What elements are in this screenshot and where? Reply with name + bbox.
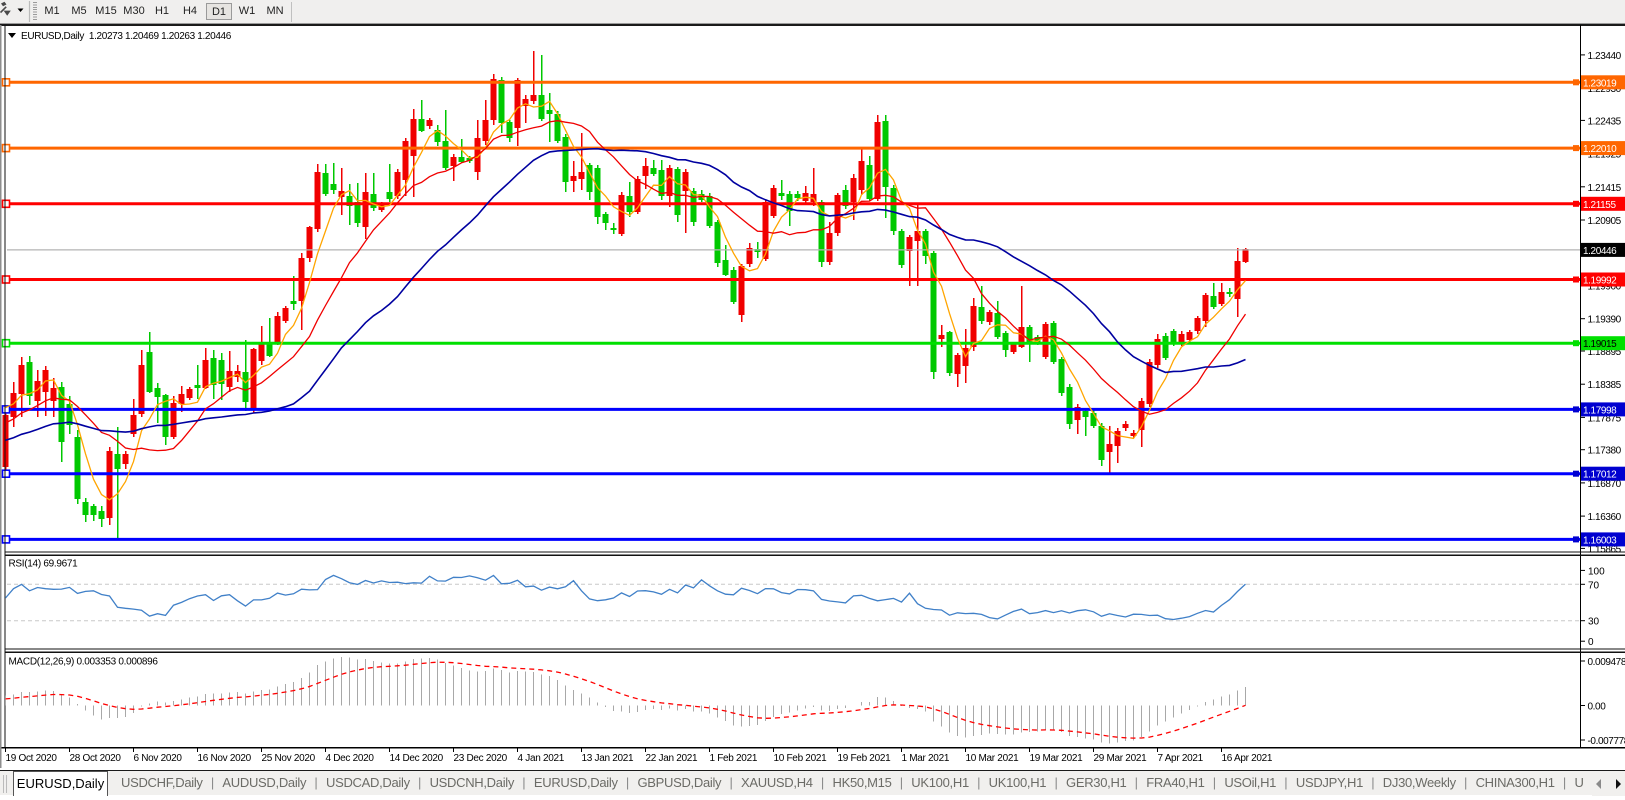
svg-text:23 Dec 2020: 23 Dec 2020 — [454, 753, 508, 764]
svg-text:16 Nov 2020: 16 Nov 2020 — [198, 753, 252, 764]
svg-text:16 Apr 2021: 16 Apr 2021 — [1222, 753, 1273, 764]
svg-text:1 Feb 2021: 1 Feb 2021 — [710, 753, 758, 764]
svg-text:1.18385: 1.18385 — [1588, 380, 1622, 391]
svg-text:19 Oct 2020: 19 Oct 2020 — [6, 753, 58, 764]
svg-text:25 Nov 2020: 25 Nov 2020 — [262, 753, 316, 764]
svg-text:1.19015: 1.19015 — [1583, 339, 1617, 350]
svg-text:1.16003: 1.16003 — [1583, 535, 1617, 546]
svg-text:1.22010: 1.22010 — [1583, 144, 1617, 155]
svg-text:1.20446: 1.20446 — [1583, 246, 1617, 257]
svg-text:1.23019: 1.23019 — [1583, 78, 1617, 89]
svg-text:1.16360: 1.16360 — [1588, 512, 1622, 523]
svg-text:29 Mar 2021: 29 Mar 2021 — [1094, 753, 1148, 764]
svg-text:10 Feb 2021: 10 Feb 2021 — [774, 753, 828, 764]
svg-text:1.17998: 1.17998 — [1583, 405, 1617, 416]
svg-text:1.21415: 1.21415 — [1588, 183, 1622, 194]
svg-text:1.23440: 1.23440 — [1588, 51, 1622, 62]
svg-text:100: 100 — [1588, 566, 1605, 577]
svg-text:1.20905: 1.20905 — [1588, 216, 1622, 227]
svg-text:0.00: 0.00 — [1588, 702, 1607, 713]
svg-text:MACD(12,26,9) 0.003353 0.00089: MACD(12,26,9) 0.003353 0.000896 — [9, 657, 159, 668]
svg-text:30: 30 — [1588, 617, 1600, 628]
svg-text:19 Mar 2021: 19 Mar 2021 — [1030, 753, 1084, 764]
svg-text:14 Dec 2020: 14 Dec 2020 — [390, 753, 444, 764]
svg-text:1.22435: 1.22435 — [1588, 116, 1622, 127]
svg-text:1.19992: 1.19992 — [1583, 276, 1617, 287]
svg-text:1 Mar 2021: 1 Mar 2021 — [902, 753, 950, 764]
svg-text:1.19390: 1.19390 — [1588, 315, 1622, 326]
svg-text:10 Mar 2021: 10 Mar 2021 — [966, 753, 1020, 764]
svg-text:4 Jan 2021: 4 Jan 2021 — [518, 753, 565, 764]
svg-text:EURUSD,Daily 1.20273 1.20469: EURUSD,Daily 1.20273 1.20469 1.20263 1.2… — [21, 31, 232, 42]
svg-text:RSI(14) 69.9671: RSI(14) 69.9671 — [9, 559, 79, 570]
svg-text:28 Oct 2020: 28 Oct 2020 — [70, 753, 122, 764]
svg-text:1.21155: 1.21155 — [1583, 200, 1616, 211]
svg-text:70: 70 — [1588, 580, 1600, 591]
svg-text:4 Dec 2020: 4 Dec 2020 — [326, 753, 375, 764]
svg-text:22 Jan 2021: 22 Jan 2021 — [646, 753, 698, 764]
svg-text:0: 0 — [1588, 637, 1594, 648]
svg-text:19 Feb 2021: 19 Feb 2021 — [838, 753, 892, 764]
svg-text:1.17380: 1.17380 — [1588, 446, 1622, 457]
svg-text:1.17012: 1.17012 — [1583, 470, 1617, 481]
svg-text:13 Jan 2021: 13 Jan 2021 — [582, 753, 634, 764]
svg-text:6 Nov 2020: 6 Nov 2020 — [134, 753, 183, 764]
svg-text:-0.007778: -0.007778 — [1588, 736, 1625, 747]
svg-text:0.009478: 0.009478 — [1588, 657, 1625, 668]
svg-text:7 Apr 2021: 7 Apr 2021 — [1158, 753, 1204, 764]
